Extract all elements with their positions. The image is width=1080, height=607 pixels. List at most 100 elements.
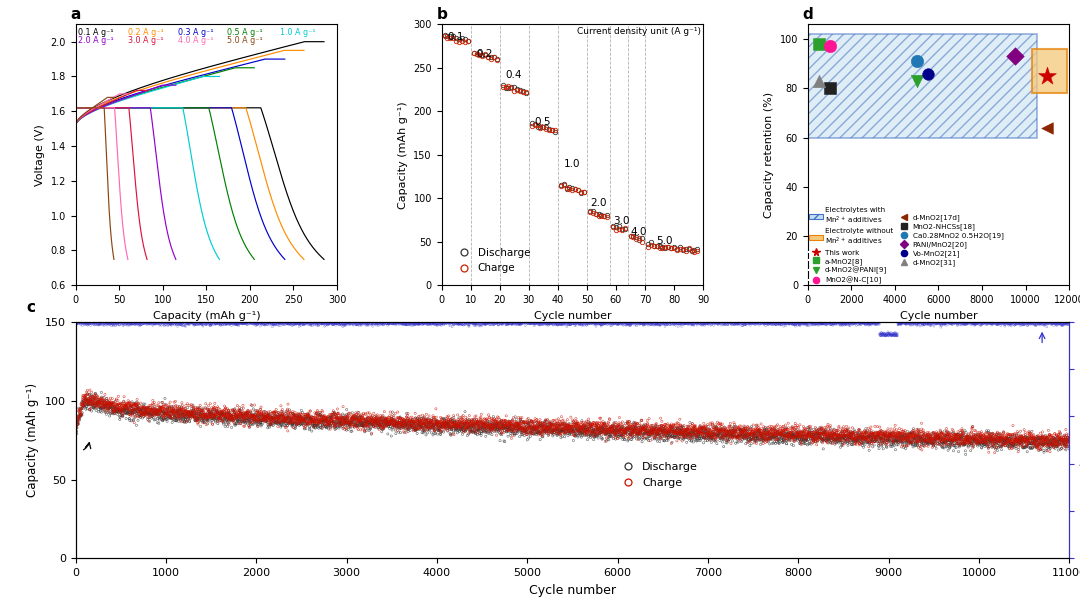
Point <box>1031 429 1049 438</box>
Point <box>700 435 717 444</box>
Point <box>193 318 211 328</box>
Point <box>1020 320 1037 330</box>
Point <box>408 319 426 329</box>
Point <box>588 420 605 430</box>
Point <box>364 418 381 428</box>
Point <box>1053 437 1070 447</box>
Point <box>1035 437 1052 447</box>
Point <box>376 413 393 423</box>
Point <box>292 415 309 425</box>
Point <box>570 429 588 439</box>
Point <box>395 420 413 430</box>
Point <box>575 418 592 427</box>
Point <box>819 438 836 447</box>
Point <box>891 424 908 433</box>
Point <box>901 319 918 328</box>
Point <box>981 441 998 451</box>
Point <box>100 316 118 326</box>
Point <box>220 412 238 421</box>
Point <box>211 406 228 416</box>
Point <box>678 319 696 328</box>
Point <box>875 430 892 439</box>
Point <box>762 432 780 442</box>
Point <box>206 413 224 422</box>
Point <box>357 420 375 430</box>
Point <box>437 419 455 429</box>
Point <box>861 435 878 444</box>
Point <box>123 320 140 330</box>
Point <box>647 317 664 327</box>
Point <box>496 436 513 446</box>
Point <box>626 419 644 429</box>
Point <box>558 429 576 438</box>
Point <box>914 436 931 446</box>
Point <box>858 318 875 328</box>
Point <box>134 410 151 419</box>
Point <box>214 416 231 426</box>
Point <box>513 413 530 422</box>
Point <box>838 317 855 327</box>
Point <box>183 317 200 327</box>
Point <box>679 430 697 439</box>
Point <box>974 318 991 328</box>
Point <box>180 319 198 328</box>
Point <box>595 319 612 329</box>
Point <box>416 427 433 436</box>
Point <box>582 318 599 328</box>
Point <box>500 424 517 434</box>
Point <box>869 431 887 441</box>
Point <box>1041 318 1058 328</box>
Point <box>1012 430 1029 440</box>
Point <box>962 320 980 330</box>
Point <box>766 437 783 447</box>
Point <box>269 413 286 423</box>
Point <box>415 320 432 330</box>
Point <box>335 423 352 433</box>
Point <box>525 427 542 436</box>
Point <box>467 419 484 429</box>
Point <box>897 320 915 330</box>
Point <box>467 423 484 433</box>
Point <box>725 425 742 435</box>
Point <box>779 316 796 325</box>
Point <box>504 318 522 328</box>
Point <box>861 425 878 435</box>
Point <box>557 422 575 432</box>
Point <box>461 320 478 330</box>
Point <box>315 418 333 427</box>
Point <box>800 427 818 437</box>
Point <box>826 319 843 328</box>
Point <box>843 318 861 328</box>
Point <box>745 433 762 443</box>
Point <box>998 436 1015 446</box>
Point <box>192 421 210 431</box>
Point <box>888 425 905 435</box>
Point <box>1031 435 1049 444</box>
Point <box>896 433 914 443</box>
Point <box>626 317 644 327</box>
Point <box>334 416 351 426</box>
Point <box>387 416 404 426</box>
Point <box>985 435 1002 444</box>
Point <box>795 435 812 444</box>
Point <box>75 398 92 408</box>
Point <box>509 320 526 330</box>
Point <box>639 434 657 444</box>
Point <box>647 430 664 440</box>
Point <box>553 412 570 422</box>
Point <box>670 421 687 431</box>
Point <box>254 318 271 328</box>
Point <box>264 409 281 418</box>
Point <box>242 410 259 420</box>
Point <box>275 416 293 426</box>
Point <box>528 415 545 424</box>
Point <box>220 413 238 422</box>
Point <box>724 424 741 433</box>
Point <box>318 421 335 430</box>
Point <box>791 422 808 432</box>
Point <box>1038 434 1055 444</box>
Point <box>406 320 423 330</box>
Point <box>76 399 93 409</box>
Point <box>969 317 986 327</box>
Point <box>394 416 411 426</box>
